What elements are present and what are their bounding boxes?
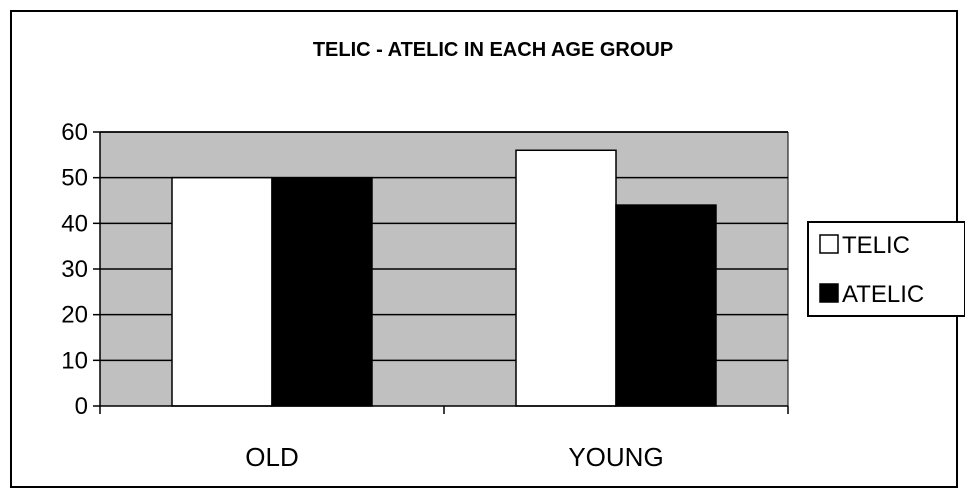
axes (93, 131, 789, 414)
y-tick-label: 30 (61, 256, 88, 283)
x-axis-categories: OLD YOUNG (245, 442, 663, 472)
y-tick-label: 50 (61, 165, 88, 192)
bars (171, 149, 717, 407)
legend-label-telic: TELIC (842, 232, 910, 259)
bar-telic-young (515, 149, 617, 407)
bar-atelic-young (615, 204, 717, 407)
y-tick-label: 20 (61, 302, 88, 329)
y-tick-label: 0 (75, 393, 88, 420)
legend-swatch-telic (819, 234, 839, 254)
chart-title: TELIC - ATELIC IN EACH AGE GROUP (313, 39, 673, 61)
x-category-label: OLD (245, 442, 298, 472)
legend: TELIC ATELIC (807, 221, 965, 317)
bar-atelic-old (271, 176, 373, 407)
y-tick-label: 60 (61, 119, 88, 146)
x-category-label: YOUNG (568, 442, 663, 472)
y-tick-label: 10 (61, 347, 88, 374)
y-axis-ticks: 0 10 20 30 40 50 60 (61, 119, 88, 420)
bar-telic-old (171, 176, 273, 407)
legend-swatch-atelic (819, 283, 839, 303)
legend-label-atelic: ATELIC (842, 281, 924, 308)
y-tick-label: 40 (61, 210, 88, 237)
